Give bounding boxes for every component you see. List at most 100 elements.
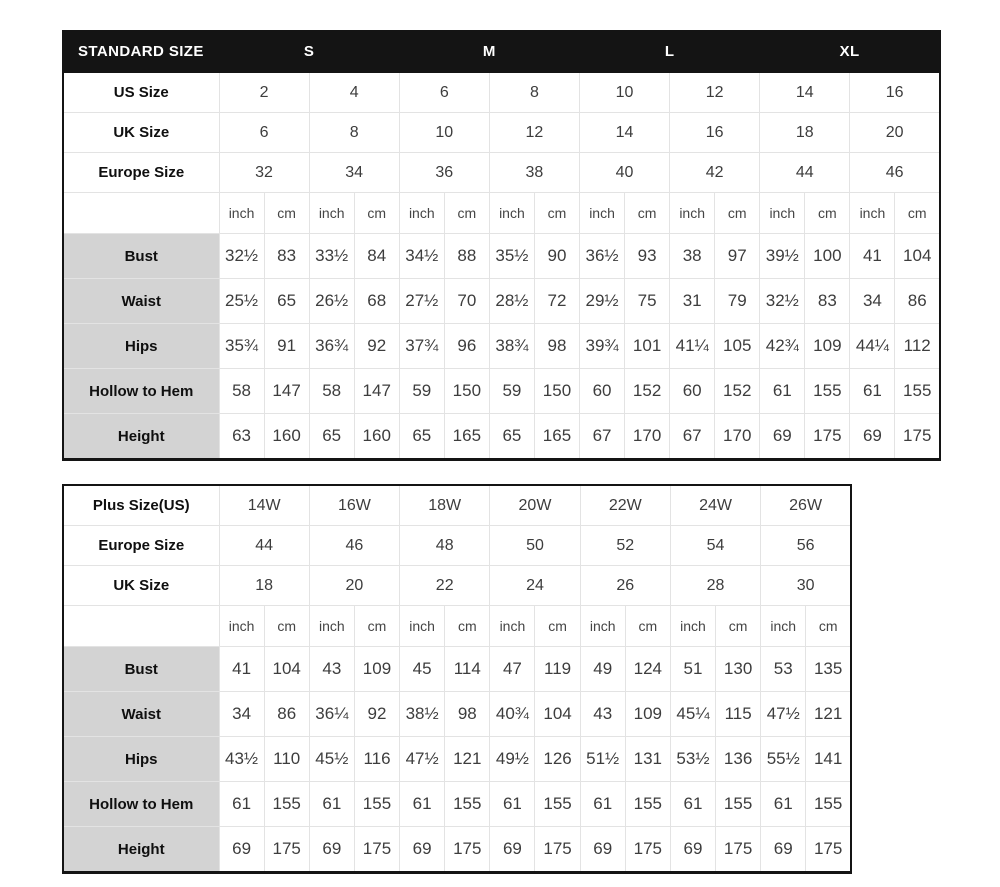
measure-value-cell: 32½ <box>759 278 806 324</box>
measure-value-cell: 69 <box>489 826 536 873</box>
unit-label-cell: inch <box>578 192 626 234</box>
measure-value-cell: 61 <box>759 368 806 414</box>
measure-value-cell: 35½ <box>488 233 535 279</box>
measure-row-label: Height <box>62 826 220 873</box>
measure-value-cell: 72 <box>533 278 581 324</box>
size-value-cell: 14 <box>759 72 851 113</box>
measurement-row: Height 63 160 65 160 65 165 65 165 67 170 67 170 69 17… <box>62 413 941 460</box>
unit-label-cell: inch <box>669 192 716 234</box>
measure-value-cell: 175 <box>263 826 310 873</box>
measure-value-cell: 69 <box>760 826 807 873</box>
measure-value-cell: 98 <box>444 691 491 737</box>
measure-value-cell: 165 <box>533 413 581 460</box>
size-value-cell: 16 <box>849 72 941 113</box>
measurement-row: Hollow to Hem 61 155 61 155 61 155 61 155 61 155 61… <box>62 781 852 827</box>
measure-value-cell: 116 <box>353 736 401 782</box>
measure-value-cell: 141 <box>805 736 852 782</box>
measure-value-cell: 175 <box>353 826 401 873</box>
measure-value-cell: 88 <box>443 233 490 279</box>
size-value-cell: 14 <box>578 112 671 153</box>
measure-value-cell: 86 <box>263 691 310 737</box>
measure-value-cell: 175 <box>534 826 581 873</box>
measure-value-cell: 35¾ <box>218 323 265 369</box>
unit-row: inch cm inch cm inch cm inch cm inch cm inch cm inch… <box>62 605 852 647</box>
size-value-cell: 6 <box>398 72 490 113</box>
measure-value-cell: 61 <box>579 781 626 827</box>
size-row-label: UK Size <box>62 112 220 153</box>
size-value-cell: 30 <box>760 565 852 606</box>
measure-value-cell: 65 <box>308 413 355 460</box>
measure-value-cell: 43 <box>308 646 355 692</box>
measure-value-cell: 34½ <box>398 233 445 279</box>
size-conversion-row: Plus Size(US) 14W 16W 18W 20W 22W 24W 26W <box>62 484 852 526</box>
size-value-cell: 18 <box>759 112 851 153</box>
size-value-cell: 22W <box>579 484 671 526</box>
unit-label-cell: cm <box>805 605 852 647</box>
size-group-header: S <box>218 30 400 73</box>
measure-value-cell: 60 <box>669 368 716 414</box>
size-value-cell: 24W <box>669 484 762 526</box>
measure-value-cell: 155 <box>353 781 401 827</box>
measure-value-cell: 90 <box>533 233 581 279</box>
measure-value-cell: 61 <box>849 368 896 414</box>
measurement-row: Hips 43½ 110 45½ 116 47½ 121 49½ 126 51½ 131 53½ 136… <box>62 736 852 782</box>
measure-value-cell: 69 <box>308 826 355 873</box>
size-value-cell: 44 <box>218 525 310 566</box>
measurement-row: Waist 34 86 36¼ 92 38½ 98 40¾ 104 43 109 45¼ 115 47½ 1… <box>62 691 852 737</box>
size-value-cell: 20 <box>308 565 401 606</box>
size-conversion-row: Europe Size 44 46 48 50 52 54 56 <box>62 525 852 566</box>
unit-label-cell: inch <box>759 192 806 234</box>
size-value-cell: 14W <box>218 484 310 526</box>
size-value-cell: 44 <box>759 152 851 193</box>
measure-value-cell: 38¾ <box>488 323 535 369</box>
measure-value-cell: 44¼ <box>849 323 896 369</box>
measure-value-cell: 147 <box>353 368 400 414</box>
unit-label-cell: cm <box>624 605 671 647</box>
measure-row-label: Bust <box>62 233 220 279</box>
measure-value-cell: 86 <box>894 278 941 324</box>
measure-value-cell: 69 <box>669 826 717 873</box>
size-value-cell: 26 <box>579 565 671 606</box>
measure-value-cell: 38 <box>669 233 716 279</box>
table-title: STANDARD SIZE <box>62 30 220 73</box>
measure-value-cell: 47½ <box>760 691 807 737</box>
measure-value-cell: 110 <box>263 736 310 782</box>
unit-label-cell: inch <box>399 605 446 647</box>
measure-value-cell: 152 <box>714 368 761 414</box>
measure-value-cell: 150 <box>533 368 581 414</box>
size-value-cell: 24 <box>489 565 581 606</box>
measure-value-cell: 67 <box>669 413 716 460</box>
measure-value-cell: 34 <box>218 691 265 737</box>
unit-label-cell: inch <box>218 605 265 647</box>
unit-label-cell: cm <box>263 192 310 234</box>
measure-value-cell: 155 <box>805 781 852 827</box>
measure-value-cell: 69 <box>759 413 806 460</box>
measure-value-cell: 68 <box>353 278 400 324</box>
size-value-cell: 6 <box>218 112 310 153</box>
measure-value-cell: 100 <box>804 233 851 279</box>
size-group-header: XL <box>759 30 941 73</box>
measure-value-cell: 41 <box>218 646 265 692</box>
measure-value-cell: 58 <box>308 368 355 414</box>
measure-value-cell: 155 <box>444 781 491 827</box>
measure-value-cell: 104 <box>534 691 581 737</box>
measure-value-cell: 63 <box>218 413 265 460</box>
size-value-cell: 22 <box>399 565 491 606</box>
measure-value-cell: 27½ <box>398 278 445 324</box>
measurement-row: Bust 32½ 83 33½ 84 34½ 88 35½ 90 36½ 93 38 97 39½ 100 4… <box>62 233 941 279</box>
measure-value-cell: 155 <box>534 781 581 827</box>
measure-value-cell: 155 <box>624 781 671 827</box>
unit-label-cell: inch <box>579 605 626 647</box>
measure-value-cell: 155 <box>804 368 851 414</box>
measure-value-cell: 93 <box>624 233 671 279</box>
measure-value-cell: 38½ <box>399 691 446 737</box>
measure-value-cell: 43½ <box>218 736 265 782</box>
measure-value-cell: 175 <box>804 413 851 460</box>
measure-value-cell: 104 <box>263 646 310 692</box>
measure-value-cell: 152 <box>624 368 671 414</box>
measure-row-label: Hips <box>62 736 220 782</box>
size-value-cell: 16W <box>308 484 401 526</box>
size-value-cell: 2 <box>218 72 310 113</box>
unit-label-cell: inch <box>488 192 535 234</box>
measure-value-cell: 59 <box>398 368 445 414</box>
